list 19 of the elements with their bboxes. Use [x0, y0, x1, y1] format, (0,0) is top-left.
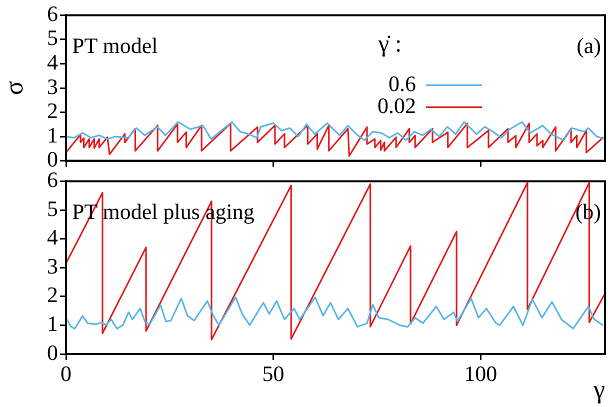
y-tick-label: 3: [47, 253, 58, 278]
y-tick-label: 5: [47, 25, 58, 50]
y-tick-label: 3: [47, 74, 58, 99]
annotation: (a): [576, 32, 601, 58]
x-axis-title: γ: [592, 375, 605, 404]
legend-title: γ̇ :: [377, 31, 402, 58]
x-tick-label: 50: [262, 360, 284, 386]
y-axis-title: σ: [0, 80, 28, 96]
y-tick-label: 0: [47, 340, 58, 365]
y-tick-label: 6: [47, 0, 58, 26]
y-tick-label: 1: [47, 122, 58, 148]
annotation: PT model: [72, 32, 158, 58]
y-tick-label: 2: [47, 282, 58, 308]
y-tick-label: 2: [47, 98, 58, 124]
y-tick-label: 4: [47, 50, 58, 75]
y-tick-label: 1: [47, 310, 58, 336]
x-tick-label: 100: [464, 360, 498, 386]
y-tick-label: 4: [47, 224, 58, 250]
y-tick-label: 5: [47, 196, 58, 221]
